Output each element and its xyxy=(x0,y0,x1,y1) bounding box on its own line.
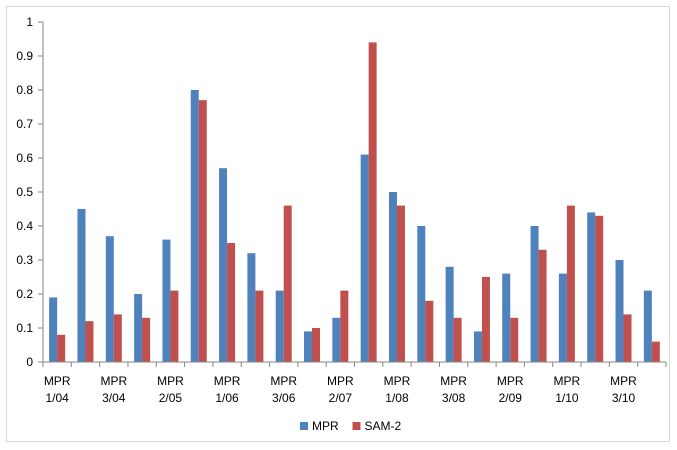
x-tick-label-line2: 1/06 xyxy=(215,391,239,405)
bar-sam-2 xyxy=(255,290,264,362)
bar-sam-2 xyxy=(396,205,405,362)
y-tick-label: 0.3 xyxy=(16,253,33,267)
x-tick-label-line2: 2/05 xyxy=(159,391,183,405)
bars xyxy=(49,42,660,363)
x-tick-label-line1: MPR xyxy=(157,374,184,388)
bar-mpr xyxy=(360,154,369,362)
y-axis-ticks: 0 0.1 0.2 0.3 0.4 0.5 0.6 0.7 0.8 0.9 1 xyxy=(16,15,43,369)
bar-sam-2 xyxy=(170,290,179,362)
legend-label: MPR xyxy=(312,419,339,433)
bar-mpr xyxy=(587,212,596,362)
bar-sam-2 xyxy=(453,317,462,362)
bar-mpr xyxy=(304,331,313,362)
bar-mpr xyxy=(615,260,624,362)
x-tick-label-line1: MPR xyxy=(100,374,127,388)
bar-mpr xyxy=(473,331,482,362)
bar-sam-2 xyxy=(85,321,94,362)
y-tick-label: 0 xyxy=(26,355,33,369)
x-tick-label-line1: MPR xyxy=(327,374,354,388)
y-tick-label: 1 xyxy=(26,15,33,29)
bar-sam-2 xyxy=(283,205,292,362)
bar-sam-2 xyxy=(623,314,632,362)
y-tick-label: 0.5 xyxy=(16,185,33,199)
bar-mpr xyxy=(134,294,143,362)
y-tick-label: 0.7 xyxy=(16,117,33,131)
x-tick-label-line2: 1/08 xyxy=(385,391,409,405)
bar-mpr xyxy=(445,266,454,362)
bar-sam-2 xyxy=(368,42,377,363)
bar-sam-2 xyxy=(198,100,207,362)
bar-sam-2 xyxy=(510,317,519,362)
x-tick-label-line2: 3/04 xyxy=(102,391,126,405)
x-tick-label-line2: 1/04 xyxy=(45,391,69,405)
x-axis-ticks: MPR 1/04 MPR 3/04 MPR 2/05 MPR 1/06 MPR 3/06 MPR 2/… xyxy=(42,362,667,405)
y-tick-label: 0.4 xyxy=(16,219,33,233)
chart-frame xyxy=(6,6,670,442)
x-tick-label-line1: MPR xyxy=(44,374,71,388)
bar-mpr xyxy=(332,317,341,362)
bar-sam-2 xyxy=(566,205,575,362)
bar-sam-2 xyxy=(142,317,151,362)
bar-mpr xyxy=(190,90,199,362)
bar-mpr xyxy=(643,290,652,362)
x-tick-label-line1: MPR xyxy=(440,374,467,388)
bar-sam-2 xyxy=(57,334,66,362)
legend: MPR SAM-2 xyxy=(300,419,402,433)
x-tick-label-line1: MPR xyxy=(214,374,241,388)
bar-sam-2 xyxy=(538,249,547,362)
bar-mpr xyxy=(275,290,284,362)
bar-mpr xyxy=(247,253,256,362)
y-tick-label: 0.1 xyxy=(16,321,33,335)
bar-mpr xyxy=(558,273,567,362)
bar-sam-2 xyxy=(595,215,604,362)
x-tick-label-line2: 2/09 xyxy=(499,391,523,405)
y-tick-label: 0.6 xyxy=(16,151,33,165)
x-tick-label-line1: MPR xyxy=(384,374,411,388)
y-tick-label: 0.2 xyxy=(16,287,33,301)
x-tick-label-line2: 3/10 xyxy=(612,391,636,405)
legend-swatch xyxy=(300,422,308,430)
legend-swatch xyxy=(352,422,361,430)
bar-mpr xyxy=(219,168,228,362)
bar-sam-2 xyxy=(425,300,434,362)
bar-mpr xyxy=(77,209,86,362)
x-tick-label-line2: 3/08 xyxy=(442,391,466,405)
x-tick-label-line2: 3/06 xyxy=(272,391,296,405)
bar-mpr xyxy=(105,236,114,362)
bar-mpr xyxy=(502,273,511,362)
x-tick-label-line1: MPR xyxy=(610,374,637,388)
bar-mpr xyxy=(417,226,426,362)
x-tick-label-line2: 1/10 xyxy=(555,391,579,405)
bar-mpr xyxy=(162,239,171,362)
x-tick-label-line1: MPR xyxy=(270,374,297,388)
bar-sam-2 xyxy=(481,277,490,362)
bar-sam-2 xyxy=(227,243,236,362)
bar-sam-2 xyxy=(340,290,349,362)
bar-mpr xyxy=(530,226,539,362)
y-tick-label: 0.8 xyxy=(16,83,33,97)
x-tick-label-line2: 2/07 xyxy=(329,391,353,405)
x-tick-label-line1: MPR xyxy=(497,374,524,388)
y-tick-label: 0.9 xyxy=(16,49,33,63)
bar-sam-2 xyxy=(312,328,321,362)
bar-mpr xyxy=(388,192,397,362)
bar-sam-2 xyxy=(113,314,122,362)
bar-mpr xyxy=(49,297,58,362)
legend-label: SAM-2 xyxy=(365,419,402,433)
bar-sam-2 xyxy=(651,341,660,362)
x-tick-label-line1: MPR xyxy=(554,374,581,388)
